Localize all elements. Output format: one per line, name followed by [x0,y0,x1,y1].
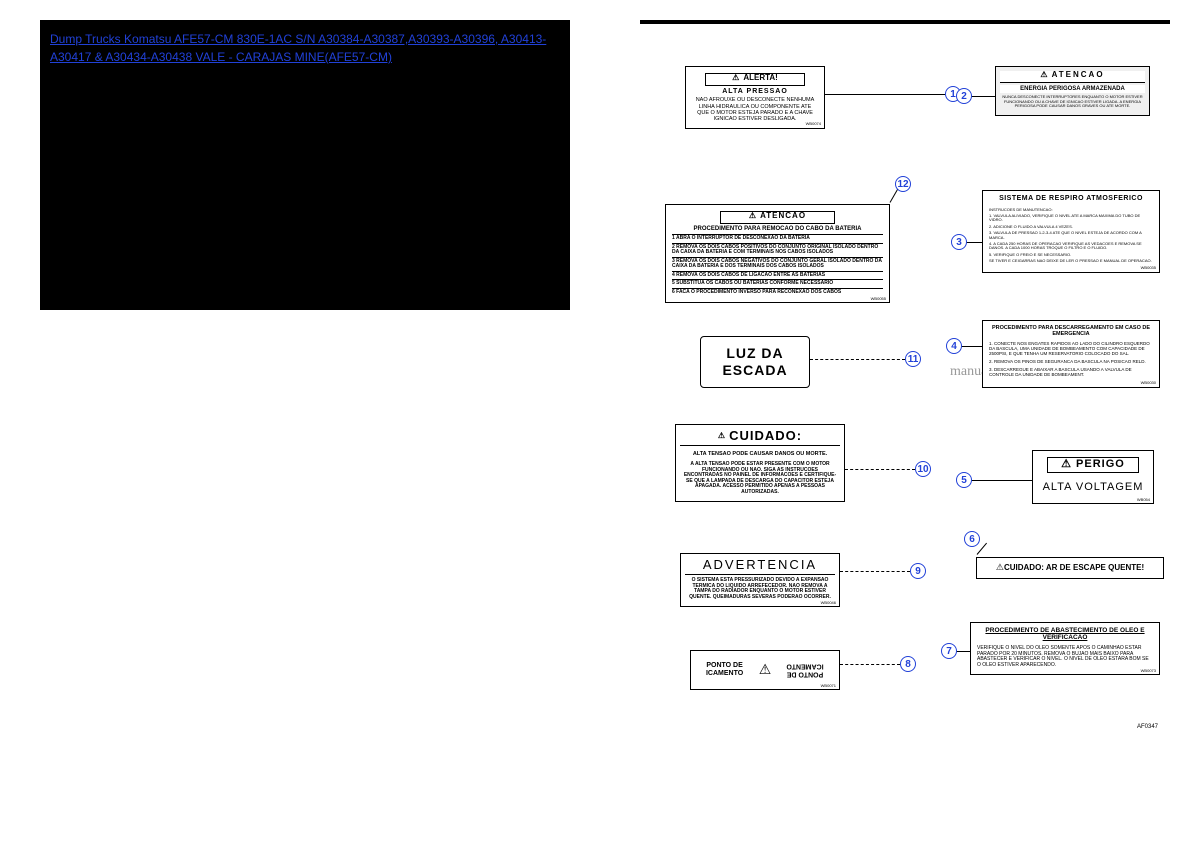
callout-10: 10 [915,461,931,477]
leader-4 [961,346,982,347]
part-num: WB0046 [821,601,836,605]
plate-head: PROCEDIMENTO PARA DESCARREGAMENTO EM CAS… [987,325,1155,337]
plate-head-text: ALERTA! [743,74,778,83]
warn-icon: ⚠ [732,74,739,83]
page-part-ref: AF0347 [1137,724,1158,730]
callout-12: 12 [895,176,911,192]
plate-oleo: PROCEDIMENTO DE ABASTECIMENTO DE OLEO E … [970,622,1160,675]
leader-6 [977,543,987,555]
plate-sub: ENERGIA PERIGOSA ARMAZENADA [1000,85,1145,94]
plate-atencao-energia: ⚠ ATENCAO ENERGIA PERIGOSA ARMAZENADA NUN… [995,66,1150,116]
plate-head-text: ATENCAO [760,212,806,221]
leader-10 [845,469,915,470]
part-num: WB0071 [821,684,836,688]
plate-cuidado: ⚠ CUIDADO: ALTA TENSAO PODE CAUSAR DANOS … [675,424,845,502]
callout-6: 6 [964,531,980,547]
plate-body: 1 ABRA O INTERRUPTOR DE DESCONEXAO DA BA… [670,232,885,298]
plate-respiro: SISTEMA DE RESPIRO ATMOSFERICO INSTRUCOE… [982,190,1160,273]
leader-5 [971,480,1032,481]
leader-8 [840,664,900,665]
plate-atencao-bateria: ⚠ ATENCAO PROCEDIMENTO PARA REMOCAO DO CA… [665,204,890,303]
plate-head: ⚠ ATENCAO [720,211,835,224]
leader-2 [971,96,995,97]
plate-head: PROCEDIMENTO DE ABASTECIMENTO DE OLEO E … [975,627,1155,641]
leader-11 [810,359,905,360]
part-num: WB054 [1137,498,1150,502]
part-num: WB0035 [1141,266,1156,270]
plate-body: INSTRUCOES DE MANUTENCAO:1. VALVULA ALIV… [987,206,1155,268]
warn-icon: ⚠ [1040,71,1047,80]
callout-4: 4 [946,338,962,354]
plate-icamento: PONTO DE ICAMENTO ⚠ PONTO DE ICAMENTO WB… [690,650,840,690]
plate-sub: ALTA PRESSAO [690,88,820,96]
plate-big-text: LUZ DA ESCADA [709,345,801,379]
callout-2: 2 [956,88,972,104]
plate-body: O SISTEMA ESTA PRESSURIZADO DEVIDO A EXP… [685,575,835,602]
plate-body: NAO AFROUXE OU DESCONECTE NENHUMA LINHA … [690,95,820,123]
leader-3 [966,242,982,243]
plate-alerta-head: ⚠ ALERTA! [705,73,805,86]
lift-icon: ⚠ [759,662,772,677]
plate-body: NUNCA DESCONECTE INTERRUPTORES ENQUANTO … [1000,93,1145,110]
plate-body: 1. CONECTE NOS ENGATES RAPIDOS AO LADO D… [987,340,1155,383]
warn-icon: ⚠ [718,432,725,441]
plate-head-text: ATENCAO [1052,71,1105,80]
warn-icon: ⚠ [749,212,756,221]
warn-icon: ⚠ [1061,458,1072,470]
plate-advertencia: ADVERTENCIA O SISTEMA ESTA PRESSURIZADO … [680,553,840,607]
plate-big-text: ALTA VOLTAGEM [1039,473,1147,497]
plate-head: ⚠ CUIDADO: [680,429,840,446]
metadata-panel: Dump Trucks Komatsu AFE57-CM 830E-1AC S/… [40,20,570,310]
plate-sub: ALTA TENSAO PODE CAUSAR DANOS OU MORTE. [680,448,840,460]
plate-luz-escada: LUZ DA ESCADA [700,336,810,388]
plate-body: VERIFIQUE O NIVEL DO OLEO SOMENTE APOS O… [975,644,1155,670]
part-num: WB0055 [871,297,886,301]
part-num: WB0030 [1141,381,1156,385]
diagram-page: manuals-komatsu.com ⚠ALERTA! ALTA PRESSA… [640,20,1170,820]
part-num: WB0073 [1141,669,1156,673]
plate-head: ⚠ ATENCAO [1000,71,1145,83]
plate-perigo: ⚠ PERIGO ALTA VOLTAGEM WB054 [1032,450,1154,504]
plate-head-text: CUIDADO: [729,429,802,443]
plate-head: ⚠ PERIGO [1047,457,1139,473]
leader-9 [840,571,910,572]
warn-icon: ⚠ [996,562,1004,572]
plate-text-left: PONTO DE ICAMENTO [700,662,750,677]
callout-11: 11 [905,351,921,367]
plate-text: CUIDADO: AR DE ESCAPE QUENTE! [1004,563,1144,572]
plate-body: A ALTA TENSAO PODE ESTAR PRESENTE COM O … [680,460,840,497]
plate-head: SISTEMA DE RESPIRO ATMOSFERICO [987,195,1155,203]
callout-7: 7 [941,643,957,659]
callout-3: 3 [951,234,967,250]
part-num: WB0074 [806,122,821,126]
callout-5: 5 [956,472,972,488]
plate-sub: PROCEDIMENTO PARA REMOCAO DO CABO DA BAT… [670,226,885,233]
plate-ar-escape: ⚠CUIDADO: AR DE ESCAPE QUENTE! [976,557,1164,579]
leader-7 [956,651,970,652]
plate-text-right: PONTO DE ICAMENTO [780,662,830,677]
plate-head-text: PERIGO [1076,458,1125,470]
callout-8: 8 [900,656,916,672]
plate-alerta: ⚠ ALERTA! ALTA PRESSAO NAO AFROUXE OU DES… [685,66,825,129]
leader-1 [825,94,945,95]
callout-9: 9 [910,563,926,579]
plate-descarregamento: PROCEDIMENTO PARA DESCARREGAMENTO EM CAS… [982,320,1160,388]
product-link[interactable]: Dump Trucks Komatsu AFE57-CM 830E-1AC S/… [50,32,546,64]
plate-head: ADVERTENCIA [685,558,835,575]
